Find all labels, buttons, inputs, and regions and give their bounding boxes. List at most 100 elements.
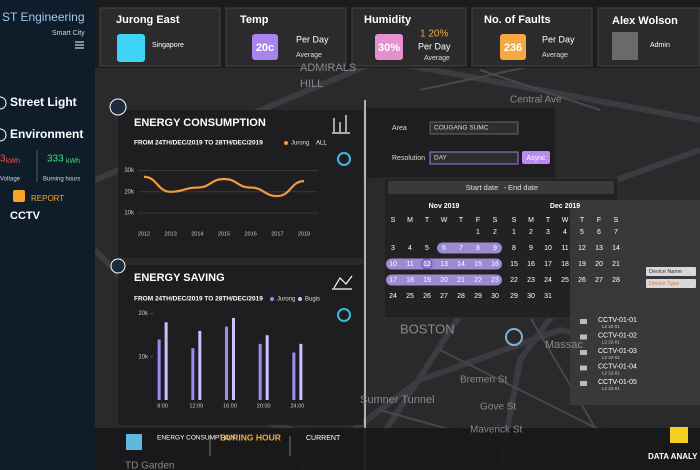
day[interactable]: 31 <box>544 293 552 300</box>
bottom-tab[interactable]: CURRENT <box>306 435 341 442</box>
y-tick-label: 10k <box>124 211 135 217</box>
day[interactable]: 30 <box>491 293 499 300</box>
device-filter[interactable] <box>646 267 696 276</box>
area-select[interactable] <box>429 121 519 135</box>
day[interactable]: 21 <box>457 277 465 284</box>
day[interactable]: 10 <box>544 245 552 252</box>
day[interactable]: 30 <box>527 293 535 300</box>
refresh-button[interactable] <box>337 152 351 166</box>
day[interactable]: 6 <box>442 245 446 252</box>
x-tick-label: 2018 <box>298 231 310 237</box>
device-name[interactable]: CCTV-01-03 <box>598 348 637 355</box>
day[interactable]: 5 <box>580 229 584 236</box>
bar-chart-icon[interactable] <box>332 115 350 134</box>
day[interactable]: 8 <box>476 245 480 252</box>
day[interactable]: 20 <box>440 277 448 284</box>
day[interactable]: 5 <box>425 245 429 252</box>
day[interactable]: 7 <box>459 245 463 252</box>
day[interactable]: 3 <box>546 229 550 236</box>
analytics-icon[interactable] <box>670 427 688 443</box>
day[interactable]: 11 <box>406 261 413 268</box>
resolution-select[interactable] <box>429 151 519 165</box>
day[interactable]: 25 <box>406 293 414 300</box>
day[interactable]: 8 <box>512 245 516 252</box>
day[interactable]: 1 <box>476 229 480 236</box>
weekday: W <box>441 217 448 224</box>
day[interactable]: 1 <box>512 229 516 236</box>
day[interactable]: 29 <box>510 293 518 300</box>
day[interactable]: 28 <box>457 293 465 300</box>
day[interactable]: 23 <box>527 277 535 284</box>
device-location: L2 22-01 <box>602 324 620 329</box>
day[interactable]: 16 <box>491 261 499 268</box>
day[interactable]: 14 <box>612 245 620 252</box>
menu-icon[interactable] <box>75 41 84 49</box>
async-button[interactable] <box>522 151 550 164</box>
device-name[interactable]: CCTV-01-02 <box>598 332 637 339</box>
day[interactable]: 26 <box>578 277 586 284</box>
location-swatch <box>117 34 145 62</box>
device-name[interactable]: CCTV-01-04 <box>598 363 637 370</box>
day[interactable]: 12 <box>423 261 431 268</box>
day[interactable]: 11 <box>561 245 568 252</box>
day[interactable]: 17 <box>389 277 397 284</box>
day[interactable]: 15 <box>510 261 518 268</box>
device-name[interactable]: CCTV-01-01 <box>598 317 637 324</box>
device-filter[interactable] <box>646 279 696 288</box>
line-chart-icon[interactable] <box>332 275 353 290</box>
day[interactable]: 22 <box>510 277 518 284</box>
day[interactable]: 13 <box>440 261 448 268</box>
x-tick-label: 2017 <box>271 231 283 237</box>
legend-swatch <box>270 297 274 301</box>
day[interactable]: 18 <box>561 261 569 268</box>
refresh-button[interactable] <box>337 308 351 322</box>
panel-badge <box>110 258 126 274</box>
card-period: Per Day <box>418 41 451 51</box>
day[interactable]: 16 <box>527 261 535 268</box>
day[interactable]: 26 <box>423 293 431 300</box>
day[interactable]: 12 <box>578 245 586 252</box>
day[interactable]: 10 <box>389 261 397 268</box>
day[interactable]: 27 <box>595 277 603 284</box>
day[interactable]: 25 <box>561 277 569 284</box>
day[interactable]: 19 <box>423 277 431 284</box>
device-name[interactable]: CCTV-01-05 <box>598 379 637 386</box>
bottom-tab[interactable]: BURING HOUR <box>220 432 281 442</box>
day[interactable]: 28 <box>612 277 620 284</box>
day[interactable]: 23 <box>491 277 499 284</box>
map-label: Bremen St <box>460 375 507 386</box>
day[interactable]: 4 <box>408 245 412 252</box>
day[interactable]: 9 <box>529 245 533 252</box>
day[interactable]: 13 <box>595 245 603 252</box>
device-location: L2 22-01 <box>602 371 620 376</box>
day[interactable]: 24 <box>544 277 552 284</box>
day[interactable]: 22 <box>474 277 482 284</box>
avatar[interactable] <box>612 32 638 60</box>
day[interactable]: 15 <box>474 261 482 268</box>
day[interactable]: 27 <box>440 293 448 300</box>
day[interactable]: 4 <box>563 229 567 236</box>
map-label: Sumner Tunnel <box>360 394 435 406</box>
day[interactable]: 9 <box>493 245 497 252</box>
day[interactable]: 21 <box>612 261 620 268</box>
day[interactable]: 24 <box>389 293 397 300</box>
day[interactable]: 3 <box>391 245 395 252</box>
day[interactable]: 6 <box>597 229 601 236</box>
report-link[interactable]: REPORT <box>31 194 64 203</box>
day[interactable]: 20 <box>595 261 603 268</box>
day[interactable]: 14 <box>457 261 465 268</box>
day[interactable]: 19 <box>578 261 586 268</box>
day[interactable]: 17 <box>544 261 552 268</box>
map-pin[interactable] <box>505 328 523 346</box>
day[interactable]: 29 <box>474 293 482 300</box>
calendar-sep: - <box>504 183 507 192</box>
day[interactable]: 2 <box>493 229 497 236</box>
legend-label: Jurong <box>291 141 309 147</box>
day[interactable]: 18 <box>406 277 414 284</box>
x-tick-label: 24:00 <box>290 403 304 409</box>
day[interactable]: 2 <box>529 229 533 236</box>
report-icon[interactable] <box>13 190 25 202</box>
month-title: Nov 2019 <box>429 203 460 210</box>
day[interactable]: 7 <box>614 229 618 236</box>
filter-select[interactable]: ALL <box>316 141 327 147</box>
